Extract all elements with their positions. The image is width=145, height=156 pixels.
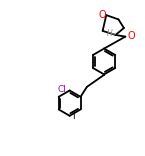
Text: O: O: [98, 10, 106, 20]
Text: I: I: [72, 112, 75, 121]
Text: Cl: Cl: [58, 85, 67, 94]
Text: H: H: [107, 29, 112, 38]
Text: O: O: [127, 31, 135, 41]
